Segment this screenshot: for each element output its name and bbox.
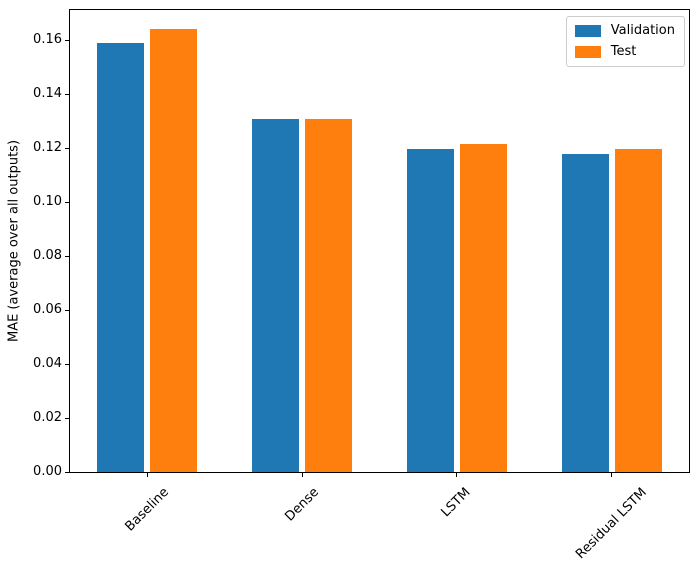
y-tick-label: 0.14 [33, 85, 62, 101]
y-tick-mark [65, 93, 69, 95]
bar-test-lstm [459, 143, 507, 472]
y-tick-label: 0.12 [33, 139, 62, 155]
y-tick-label: 0.06 [33, 301, 62, 317]
y-tick-label: 0.00 [33, 464, 62, 479]
y-tick-label: 0.04 [33, 355, 62, 371]
bar-validation-dense [252, 118, 300, 472]
y-tick-mark [65, 147, 69, 149]
y-tick-label: 0.10 [33, 193, 62, 209]
y-tick-mark [65, 39, 69, 41]
y-axis-label: MAE (average over all outputs) [6, 139, 22, 343]
y-tick-mark [65, 255, 69, 257]
x-tick-mark [301, 473, 303, 477]
bar-validation-lstm [406, 149, 454, 472]
x-tick-mark [146, 473, 148, 477]
legend-label: Test [610, 44, 637, 59]
legend-label: Validation [610, 23, 675, 38]
bar-test-residual-lstm [614, 149, 662, 472]
plot-area [69, 9, 690, 473]
x-tick-mark [456, 473, 458, 477]
y-tick-mark [65, 417, 69, 419]
y-tick-label: 0.16 [33, 31, 62, 47]
legend-entry-test: Test [574, 43, 675, 61]
bar-test-dense [305, 119, 353, 472]
y-tick-mark [65, 472, 69, 473]
bar-test-baseline [150, 29, 198, 472]
legend-swatch-icon [574, 25, 601, 37]
legend: Validation Test [565, 16, 685, 67]
x-tick-label: Dense [281, 484, 322, 525]
x-tick-mark [611, 473, 613, 477]
bar-validation-residual-lstm [561, 153, 609, 472]
y-tick-label: 0.08 [33, 247, 62, 263]
y-tick-label: 0.02 [33, 409, 62, 425]
x-tick-label: Residual LSTM [572, 485, 650, 562]
y-tick-mark [65, 309, 69, 311]
y-tick-mark [65, 201, 69, 203]
legend-swatch-icon [574, 46, 601, 58]
x-tick-label: Baseline [122, 484, 172, 535]
bar-validation-baseline [97, 42, 145, 472]
legend-entry-validation: Validation [574, 22, 675, 40]
x-tick-label: LSTM [438, 485, 474, 521]
y-tick-mark [65, 363, 69, 365]
